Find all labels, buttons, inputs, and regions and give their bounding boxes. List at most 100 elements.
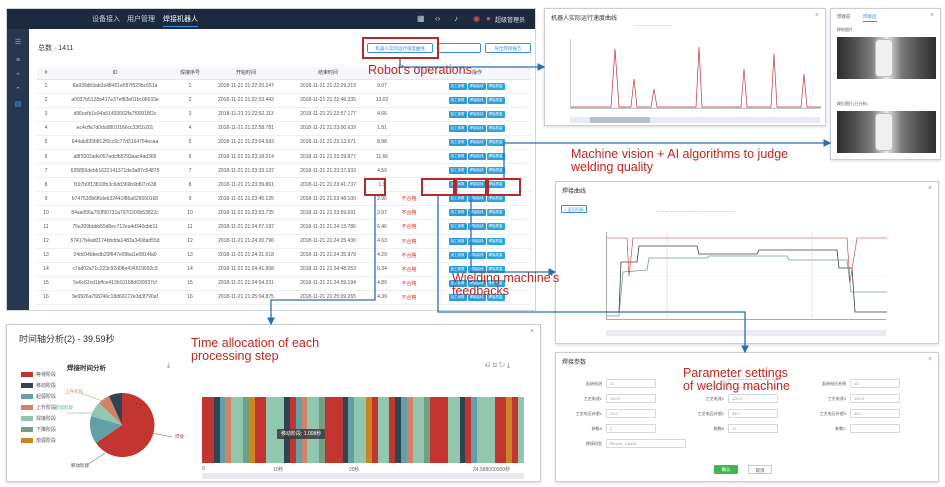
- op-quality-button[interactable]: 焊接质量: [486, 167, 505, 175]
- legend-item[interactable]: 起弧阶段: [21, 393, 56, 400]
- op-curve-button[interactable]: 焊接曲线: [467, 167, 486, 175]
- avatar-icon[interactable]: ●: [486, 14, 491, 23]
- download-icon[interactable]: ⤓: [167, 362, 171, 369]
- op-params-button[interactable]: 加工参数: [448, 181, 467, 189]
- op-quality-button[interactable]: 焊接质量: [486, 195, 505, 203]
- op-quality-button[interactable]: 焊接质量: [486, 96, 505, 104]
- param-input[interactable]: iPhone_CMAA: [606, 439, 686, 448]
- op-quality-button[interactable]: 焊接质量: [486, 110, 505, 118]
- param-input[interactable]: [728, 379, 778, 388]
- robot-zoom-track[interactable]: [570, 117, 820, 123]
- grid-icon[interactable]: ▦: [417, 14, 425, 23]
- tab-after-weld[interactable]: 焊接后: [863, 14, 877, 22]
- table-row[interactable]: 7 635850debb1622141371de3a87c54875 7 2018-1…: [37, 163, 531, 179]
- nav-welding-robot[interactable]: 焊接机器人: [163, 14, 198, 27]
- action-button-2[interactable]: [437, 43, 481, 53]
- curve-zoom-track[interactable]: [606, 330, 886, 336]
- op-curve-button[interactable]: 焊接曲线: [467, 124, 486, 132]
- menu-icon[interactable]: ☰: [14, 39, 22, 46]
- op-quality-button[interactable]: 焊接质量: [486, 237, 505, 245]
- alert-icon[interactable]: ◉: [473, 14, 480, 23]
- op-quality-button[interactable]: 焊接质量: [486, 138, 505, 146]
- confirm-button[interactable]: 确认: [714, 465, 738, 474]
- op-params-button[interactable]: 加工参数: [448, 195, 467, 203]
- legend-item[interactable]: 移动阶段: [21, 382, 56, 389]
- op-quality-button[interactable]: 焊接质量: [486, 209, 505, 217]
- op-params-button[interactable]: 加工参数: [448, 167, 467, 175]
- op-curve-button[interactable]: 焊接曲线: [467, 96, 486, 104]
- param-input[interactable]: 45.0: [728, 409, 778, 418]
- nav-user-management[interactable]: 用户管理: [127, 16, 155, 23]
- code-icon[interactable]: ‹›: [435, 14, 441, 23]
- param-input[interactable]: 11: [606, 379, 656, 388]
- close-icon[interactable]: ×: [529, 328, 534, 335]
- param-input[interactable]: [850, 424, 900, 433]
- op-curve-button[interactable]: 焊接曲线: [467, 209, 486, 217]
- op-curve-button[interactable]: 焊接曲线: [467, 195, 486, 203]
- robot-speed-curve-button[interactable]: 机器人实际运行速度曲线: [367, 43, 433, 53]
- param-input[interactable]: 100.0: [728, 394, 778, 403]
- op-params-button[interactable]: 加工参数: [448, 138, 467, 146]
- op-quality-button[interactable]: 焊接质量: [486, 82, 505, 90]
- op-params-button[interactable]: 加工参数: [448, 153, 467, 161]
- legend-item[interactable]: 熄弧阶段: [21, 437, 56, 444]
- table-row[interactable]: 2 a0037b5128a417e37ef83e01bc06633e 2 2018-1…: [37, 93, 531, 108]
- table-row[interactable]: 11 75a309bbbb55d0ec712ea4d340cbb11 11 2018-…: [37, 219, 531, 235]
- table-row[interactable]: 6 a8f3902ade057edcfb5293aac4ad366 6 2018-11…: [37, 149, 531, 165]
- tab-before-weld[interactable]: 焊接前: [837, 14, 851, 19]
- nav-device-access[interactable]: 设备接入: [92, 16, 120, 23]
- sidebar-icon-2[interactable]: ⌃: [15, 73, 21, 80]
- op-curve-button[interactable]: 焊接曲线: [467, 82, 486, 90]
- op-params-button[interactable]: 加工参数: [448, 251, 467, 259]
- sidebar-icon-4[interactable]: ▤: [14, 101, 22, 108]
- table-row[interactable]: 8 f197b0f13810fb3c6dd369b9bf07c638 8 2018-1…: [37, 177, 531, 193]
- close-icon[interactable]: ×: [927, 356, 932, 363]
- param-input[interactable]: 45.0: [606, 409, 656, 418]
- legend-item[interactable]: 下降阶段: [21, 426, 56, 433]
- close-icon[interactable]: ×: [814, 12, 819, 19]
- legend-item[interactable]: 焊接阶段: [21, 415, 56, 422]
- op-curve-button[interactable]: 焊接曲线: [467, 251, 486, 259]
- param-input[interactable]: 2: [606, 424, 656, 433]
- op-curve-button[interactable]: 焊接曲线: [467, 223, 486, 231]
- bell-icon[interactable]: ♪: [454, 14, 458, 23]
- close-icon[interactable]: ×: [929, 12, 934, 19]
- legend-item[interactable]: 上升阶段: [21, 404, 56, 411]
- op-curve-button[interactable]: 焊接曲线: [467, 237, 486, 245]
- op-curve-button[interactable]: 焊接曲线: [467, 181, 486, 189]
- op-curve-button[interactable]: 焊接曲线: [467, 110, 486, 118]
- robot-zoom-thumb[interactable]: [590, 117, 650, 123]
- sidebar-icon-3[interactable]: ⌃: [15, 87, 21, 94]
- close-icon[interactable]: ×: [927, 185, 932, 192]
- user-menu[interactable]: 超级管理员: [495, 18, 526, 24]
- op-params-button[interactable]: 加工参数: [448, 209, 467, 217]
- op-quality-button[interactable]: 焊接质量: [486, 181, 505, 189]
- op-curve-button[interactable]: 焊接曲线: [467, 153, 486, 161]
- op-curve-button[interactable]: 焊接曲线: [467, 138, 486, 146]
- op-params-button[interactable]: 加工参数: [448, 96, 467, 104]
- cancel-button[interactable]: 取消: [748, 465, 772, 474]
- param-input[interactable]: 100.0: [850, 394, 900, 403]
- table-row[interactable]: 1 8a939db9ab3a48451e587f529bc651a 1 2018-11…: [37, 79, 531, 94]
- op-params-button[interactable]: 加工参数: [448, 124, 467, 132]
- op-quality-button[interactable]: 焊接质量: [486, 251, 505, 259]
- table-row[interactable]: 3 d96cefb1e94a51493662fa7f0091f82c 3 2018-1…: [37, 107, 531, 122]
- timeline-zoom-slider[interactable]: [202, 473, 524, 479]
- op-quality-button[interactable]: 焊接质量: [486, 124, 505, 132]
- param-input[interactable]: 13: [850, 379, 900, 388]
- table-row[interactable]: 10 84aa056a750f90731a7970200b53822c 10 2018…: [37, 205, 531, 221]
- op-params-button[interactable]: 加工参数: [448, 223, 467, 231]
- op-quality-button[interactable]: 焊接质量: [486, 153, 505, 161]
- table-row[interactable]: 5 644ab935b812f0cc9c77d3164764ecaa 5 2018-1…: [37, 135, 531, 150]
- table-row[interactable]: 4 ec4cffa7d0da9801f166cc33f1b201 4 2018-11-…: [37, 121, 531, 136]
- sidebar-icon-1[interactable]: ≡: [15, 57, 21, 64]
- op-params-button[interactable]: 加工参数: [448, 110, 467, 118]
- op-params-button[interactable]: 加工参数: [448, 82, 467, 90]
- export-report-button[interactable]: 导出焊接报告: [485, 43, 531, 53]
- param-input[interactable]: 13: [728, 424, 778, 433]
- param-input[interactable]: 45.0: [850, 409, 900, 418]
- back-to-list-button[interactable]: < 返回列表: [561, 205, 587, 213]
- table-row[interactable]: 12 57417b4ad0174bbdda1482a349dad55d 12 2018…: [37, 234, 531, 249]
- legend-item[interactable]: 等待阶段: [21, 371, 56, 378]
- table-row[interactable]: 13 24dc04bbedb20f647e99ba1e0814fa0 13 2018-…: [37, 248, 531, 263]
